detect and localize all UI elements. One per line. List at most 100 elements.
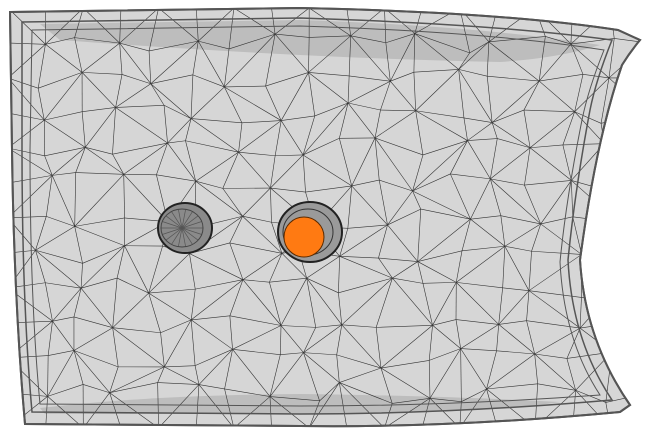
mesh-edge [338,292,343,325]
mesh-edge [112,327,119,367]
mesh-edge [524,184,541,225]
hole-right[interactable] [277,201,343,263]
mesh-edge [502,246,506,288]
mesh-edge [341,324,377,328]
mesh-edge [156,142,168,175]
mesh-edge [274,120,282,156]
mesh-edge [618,182,640,223]
mesh-edge [504,246,530,291]
hole-spoke [178,209,183,229]
mesh-edge [428,325,433,361]
mesh-edge [10,77,45,121]
hole-left[interactable] [157,202,213,254]
mesh-edge [38,72,83,89]
mesh-edge [242,253,283,280]
mesh-edge [467,122,493,141]
mesh-edge [607,287,640,298]
mesh-edge [413,72,416,111]
mesh-edge [224,388,235,427]
mesh-edge [486,76,493,123]
mesh-edge [350,8,385,37]
mesh-edge [198,8,235,42]
mesh-edge [238,122,243,153]
mesh-edge [460,348,462,402]
mesh-edge [228,33,276,50]
mesh-edge [350,35,391,82]
mesh-edge [490,147,531,180]
mesh-edge [10,8,46,45]
mesh-edge [486,353,535,390]
mesh-edge [570,43,584,75]
mesh-edge [233,396,271,427]
mesh-edge [496,350,535,355]
mesh-edge [80,288,113,328]
mesh-edge [339,382,393,404]
mesh-edge [347,80,391,104]
mesh-edge [579,297,582,329]
mesh-edge [378,224,388,259]
mesh-edge [581,254,608,298]
mesh-edge [242,279,282,326]
mesh-edge [351,137,376,187]
selected-hole-marker[interactable] [283,216,325,258]
mesh-edge [415,110,424,155]
mesh-edge [450,140,468,175]
mesh-edge [47,384,84,397]
mesh-edge [339,224,388,257]
mesh-edge [224,33,276,88]
mesh-edge [269,277,307,283]
mesh-edge [610,191,620,223]
mesh-edge [194,365,200,385]
mesh-edge [222,152,239,189]
hole-spoke [162,227,183,235]
mesh-edge [422,140,468,156]
mesh-edge [614,38,640,44]
mesh-edge [537,383,576,391]
mesh-edge [265,85,282,121]
mesh-edge [35,249,83,264]
mesh-edge [432,282,457,326]
mesh-edge [341,324,382,369]
hole-spoke [162,221,183,229]
mesh-edge [339,228,349,257]
mesh-edge [74,174,124,227]
mesh-edge [492,109,525,123]
mesh-edge [460,348,487,390]
mesh-edge [148,253,190,294]
mesh-edge [191,118,243,124]
mesh-edge [470,178,491,220]
mesh-edge [374,110,416,139]
mesh-edge [275,33,310,38]
mesh-edge [531,250,582,255]
mesh-edge [524,147,531,186]
mesh-edge [412,154,424,192]
mesh-edge [192,41,199,75]
mesh-edge [374,137,424,156]
mesh-edge [390,81,416,111]
mesh-edge [486,383,538,390]
mesh-edge [347,75,350,104]
mesh-edge [265,34,276,87]
mesh-edge [160,319,192,334]
mesh-edge [190,118,239,153]
mesh-edge [83,392,110,427]
mesh-edge [540,180,572,225]
mesh-edge [74,37,120,44]
mesh-edge [190,86,225,119]
mesh-edge [600,245,640,254]
mesh-edge [412,140,468,192]
mesh-edge [303,352,320,401]
mesh-edge [81,111,86,148]
mesh-edge [195,279,243,290]
mesh-edge [604,143,640,149]
mesh-edge [150,74,193,85]
mesh-edge [158,384,200,427]
mesh-edge [37,44,46,89]
part-inner-rim [21,17,614,415]
mesh-edge [73,350,84,385]
mesh-edge [348,35,352,76]
mesh-edge [52,320,75,351]
mesh-edge [238,120,282,153]
